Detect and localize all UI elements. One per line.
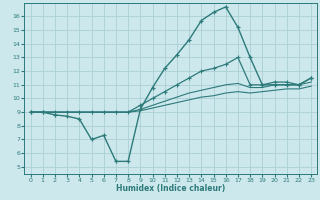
X-axis label: Humidex (Indice chaleur): Humidex (Indice chaleur) [116,184,226,193]
